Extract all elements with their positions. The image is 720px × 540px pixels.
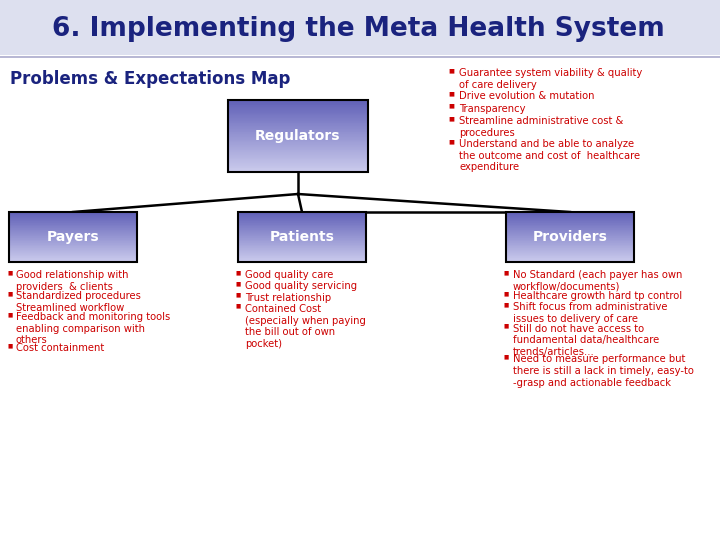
- Text: ■: ■: [7, 312, 12, 317]
- Text: ■: ■: [448, 139, 454, 144]
- Text: Patients: Patients: [269, 230, 334, 244]
- Text: 6. Implementing the Meta Health System: 6. Implementing the Meta Health System: [52, 16, 665, 42]
- Text: ■: ■: [448, 68, 454, 73]
- Text: Cost containment: Cost containment: [16, 343, 104, 353]
- Text: Good quality servicing: Good quality servicing: [245, 281, 357, 291]
- Bar: [238, 212, 366, 262]
- Text: Understand and be able to analyze
the outcome and cost of  healthcare
expenditur: Understand and be able to analyze the ou…: [459, 139, 640, 172]
- Text: Guarantee system viability & quality
of care delivery: Guarantee system viability & quality of …: [459, 68, 642, 90]
- Text: ■: ■: [448, 116, 454, 121]
- Text: ■: ■: [504, 354, 509, 360]
- Text: ■: ■: [448, 104, 454, 109]
- Text: ■: ■: [7, 343, 12, 348]
- Bar: [0, 0, 720, 55]
- Text: Regulators: Regulators: [256, 129, 341, 143]
- Text: Feedback and monitoring tools
enabling comparison with
others: Feedback and monitoring tools enabling c…: [16, 312, 170, 346]
- Text: Shift focus from administrative
issues to delivery of care: Shift focus from administrative issues t…: [513, 302, 667, 324]
- Text: Payers: Payers: [47, 230, 99, 244]
- Text: Healthcare growth hard tp control: Healthcare growth hard tp control: [513, 291, 682, 301]
- Text: Problems & Expectations Map: Problems & Expectations Map: [10, 70, 290, 88]
- Text: Good quality care: Good quality care: [245, 270, 333, 280]
- Text: ■: ■: [504, 291, 509, 296]
- Text: Need to measure performance but
there is still a lack in timely, easy-to
-grasp : Need to measure performance but there is…: [513, 354, 694, 388]
- Text: Contained Cost
(especially when paying
the bill out of own
pocket): Contained Cost (especially when paying t…: [245, 304, 366, 349]
- Text: ■: ■: [7, 291, 12, 296]
- Text: Trust relationship: Trust relationship: [245, 293, 331, 302]
- Text: Still do not have access to
fundamental data/healthcare
trends/articles...: Still do not have access to fundamental …: [513, 323, 660, 357]
- Text: Transparency: Transparency: [459, 104, 526, 113]
- Bar: [506, 212, 634, 262]
- Text: ■: ■: [504, 323, 509, 328]
- Text: Standardized procedures
Streamlined workflow: Standardized procedures Streamlined work…: [16, 291, 141, 313]
- Text: ■: ■: [448, 91, 454, 96]
- Text: Streamline administrative cost &
procedures: Streamline administrative cost & procedu…: [459, 116, 624, 138]
- Text: ■: ■: [236, 281, 241, 286]
- Text: ■: ■: [236, 293, 241, 298]
- Bar: [228, 100, 368, 172]
- Text: ■: ■: [236, 270, 241, 275]
- Text: Drive evolution & mutation: Drive evolution & mutation: [459, 91, 595, 101]
- Text: ■: ■: [504, 302, 509, 307]
- Text: Good relationship with
providers  & clients: Good relationship with providers & clien…: [16, 270, 128, 292]
- Text: Providers: Providers: [533, 230, 608, 244]
- Text: No Standard (each payer has own
workflow/documents): No Standard (each payer has own workflow…: [513, 270, 683, 292]
- Text: ■: ■: [236, 304, 241, 309]
- Bar: [9, 212, 137, 262]
- Text: ■: ■: [7, 270, 12, 275]
- Text: ■: ■: [504, 270, 509, 275]
